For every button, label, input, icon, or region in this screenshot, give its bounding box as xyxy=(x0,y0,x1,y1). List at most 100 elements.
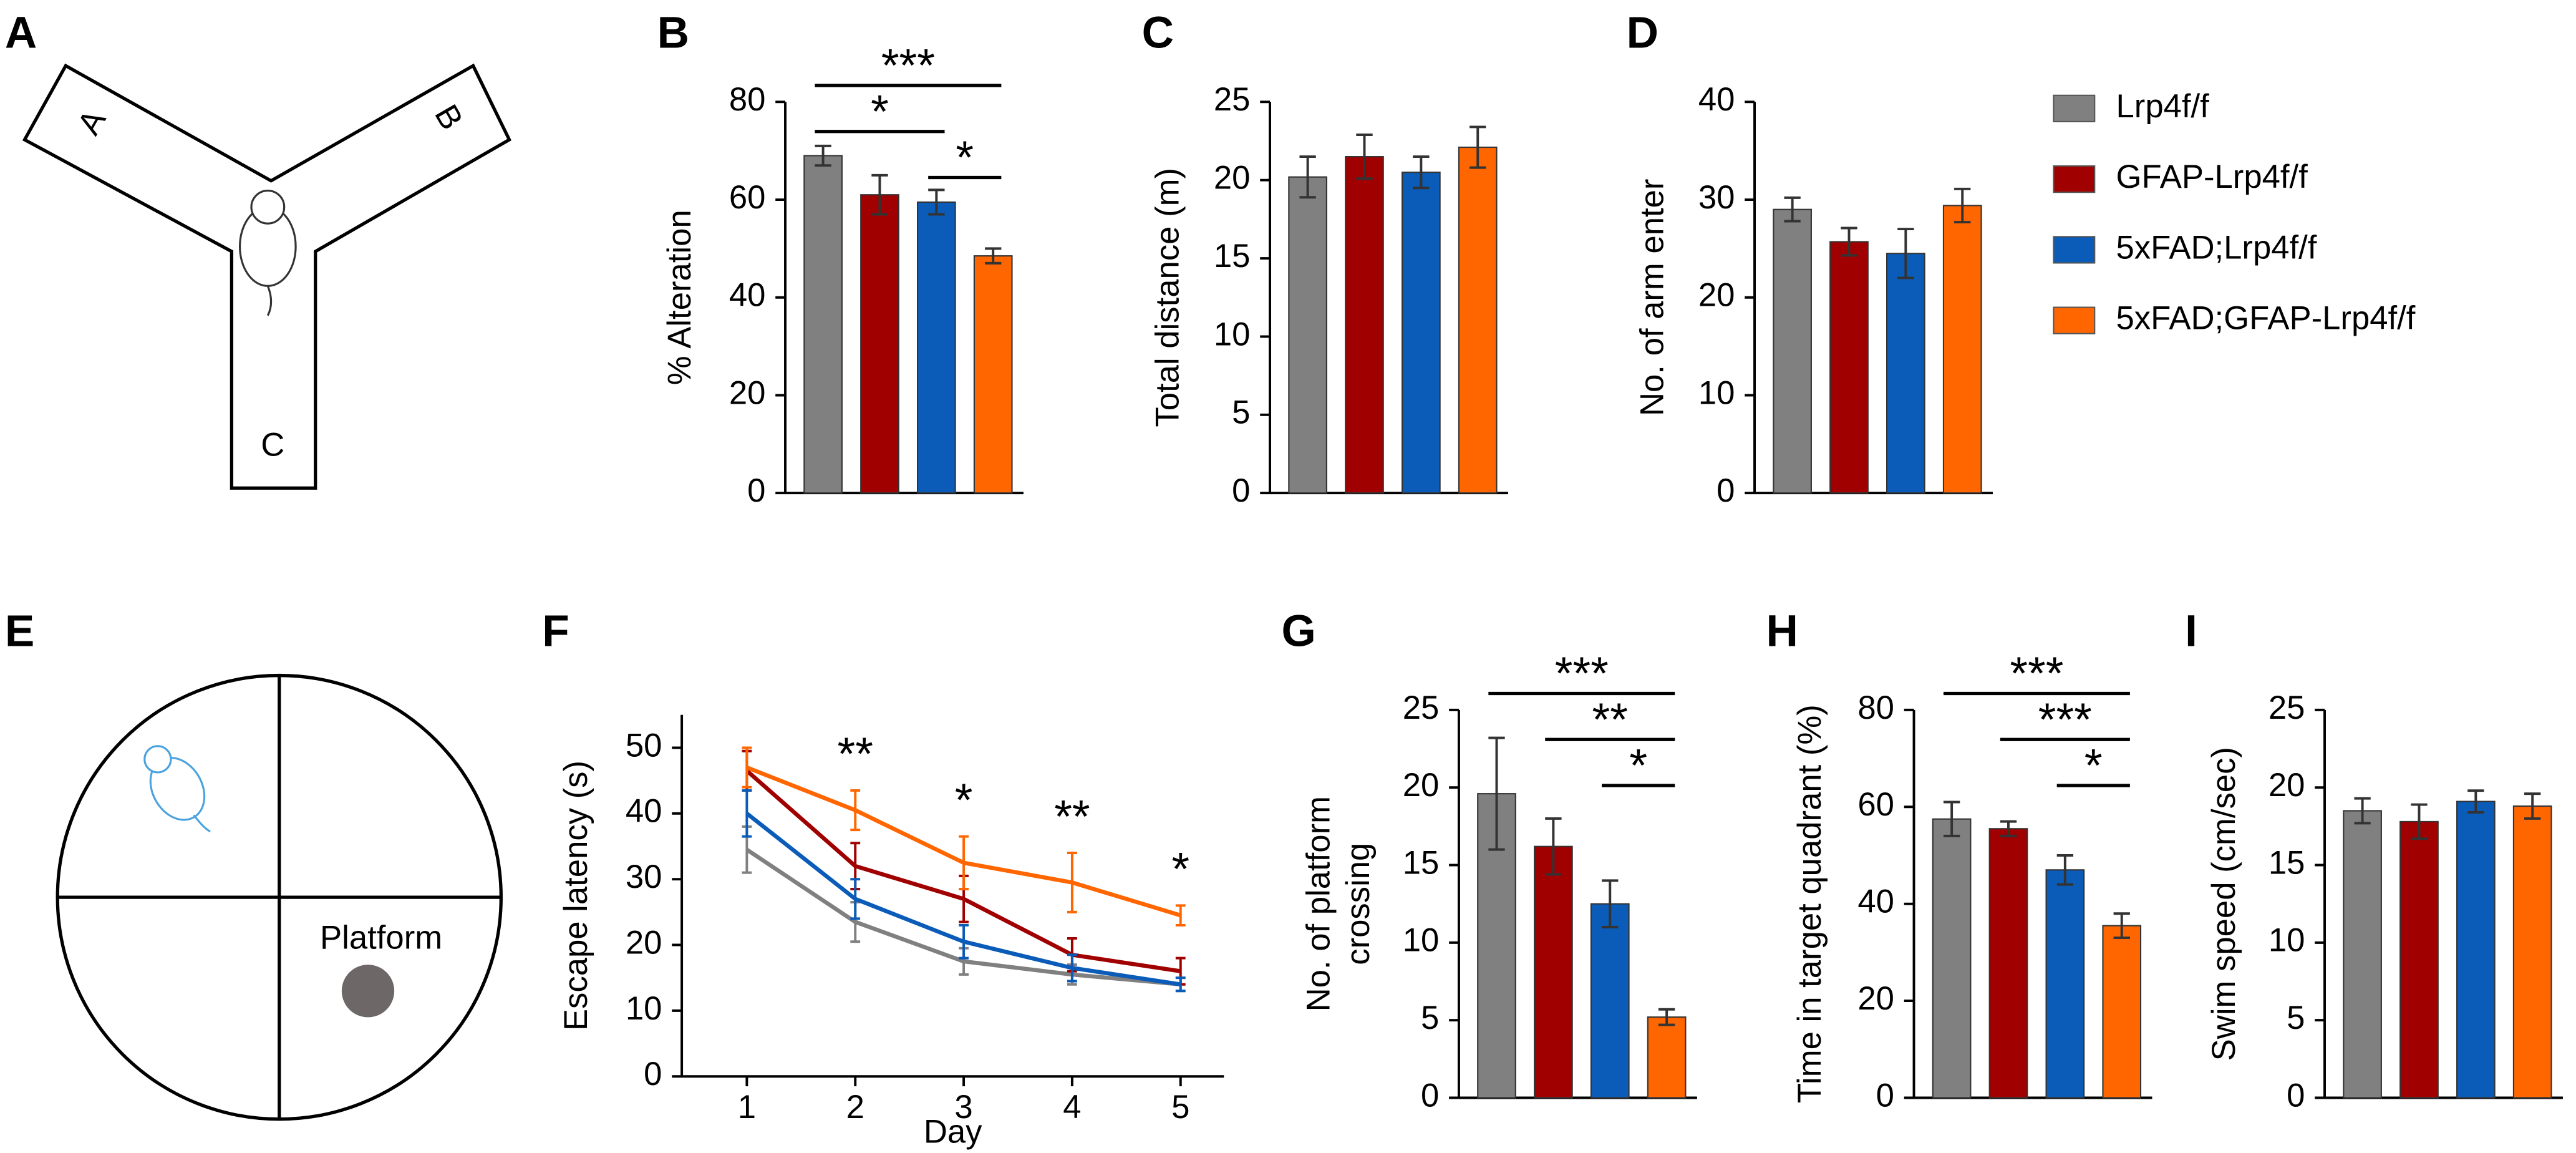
error-bar xyxy=(2524,792,2541,820)
bar xyxy=(2399,820,2439,1099)
y-tick-label: 10 xyxy=(1403,922,1440,959)
y-tick-label: 5 xyxy=(1421,1000,1439,1036)
y-tick-label: 5 xyxy=(2287,1000,2305,1036)
y-tick-label: 80 xyxy=(1857,689,1894,726)
bar xyxy=(1886,253,1925,494)
mouse-icon xyxy=(143,745,211,833)
y-maze xyxy=(22,63,511,490)
y-tick-label: 15 xyxy=(1214,238,1251,275)
y-axis-label: No. of platform xyxy=(1300,796,1337,1011)
error-bar xyxy=(1943,800,1960,837)
error-bar xyxy=(2113,912,2130,940)
y-tick-label: 15 xyxy=(2269,844,2305,881)
y-tick-label: 20 xyxy=(1698,277,1735,314)
y-tick-label: 0 xyxy=(644,1056,662,1092)
significance-label: * xyxy=(956,132,974,183)
y-tick-label: 20 xyxy=(1857,980,1894,1017)
bar xyxy=(2343,810,2382,1099)
error-bar xyxy=(1175,976,1186,993)
y-tick-label: 40 xyxy=(1857,883,1894,920)
panel-label: I xyxy=(2185,606,2197,656)
panel-label: E xyxy=(5,606,34,656)
y-axis-label: Escape latency (s) xyxy=(558,761,594,1031)
y-tick-label: 10 xyxy=(1214,316,1251,353)
y-tick-label: 30 xyxy=(1698,179,1735,216)
error-bar xyxy=(1356,134,1373,180)
y-tick-label: 40 xyxy=(1698,81,1735,118)
bar xyxy=(1647,1016,1687,1099)
error-bar xyxy=(1545,817,1562,876)
legend-swatch xyxy=(2053,236,2096,264)
line xyxy=(745,848,1181,987)
significance-label: * xyxy=(1171,843,1189,895)
panel-label: B xyxy=(657,9,689,58)
significance-label: ** xyxy=(838,728,873,780)
panel-label: G xyxy=(1281,606,1315,656)
significance-label: *** xyxy=(1555,648,1609,699)
bar xyxy=(916,201,956,494)
error-bar xyxy=(985,247,1002,265)
arm-label: C xyxy=(261,426,284,463)
legend-label: Lrp4f/f xyxy=(2116,88,2210,125)
x-tick-label: 3 xyxy=(954,1089,972,1126)
error-bar xyxy=(1488,736,1505,851)
significance-label: *** xyxy=(2010,648,2063,699)
significance-label: * xyxy=(871,85,889,137)
x-tick-label: 4 xyxy=(1063,1089,1081,1126)
line xyxy=(745,769,1181,973)
error-bar xyxy=(2411,803,2428,840)
bar xyxy=(2512,805,2552,1099)
significance-label: *** xyxy=(2038,693,2092,745)
bar xyxy=(1288,176,1327,494)
y-tick-label: 25 xyxy=(1403,689,1440,726)
error-bar xyxy=(928,188,945,216)
error-bar xyxy=(1658,1008,1675,1026)
y-tick-label: 30 xyxy=(626,859,662,895)
y-tick-label: 10 xyxy=(626,990,662,1027)
error-bar xyxy=(1954,187,1971,224)
y-tick-label: 40 xyxy=(729,277,766,314)
error-bar xyxy=(2467,789,2484,814)
legend-swatch xyxy=(2053,165,2096,193)
panel-label: H xyxy=(1766,606,1798,656)
y-tick-label: 15 xyxy=(1403,844,1440,881)
line xyxy=(746,765,1181,918)
error-bar xyxy=(1413,155,1430,190)
y-tick-label: 0 xyxy=(1421,1077,1439,1114)
y-tick-label: 60 xyxy=(729,179,766,216)
y-axis-label: % Alteration xyxy=(661,210,698,385)
legend-swatch xyxy=(2053,306,2096,334)
error-bar xyxy=(2056,854,2074,886)
y-tick-label: 25 xyxy=(1214,81,1251,118)
y-tick-label: 0 xyxy=(2287,1077,2305,1114)
bar xyxy=(1402,172,1441,494)
bar xyxy=(1932,818,1972,1099)
legend-swatch xyxy=(2053,94,2096,122)
x-tick-label: 5 xyxy=(1171,1089,1189,1126)
y-tick-label: 80 xyxy=(729,81,766,118)
error-bar xyxy=(1470,125,1486,169)
y-tick-label: 20 xyxy=(1403,767,1440,804)
y-tick-label: 0 xyxy=(1717,472,1735,509)
y-tick-label: 20 xyxy=(729,374,766,411)
error-bar xyxy=(1299,155,1316,199)
error-bar xyxy=(1175,904,1186,927)
legend-label: 5xFAD;GFAP-Lrp4f/f xyxy=(2116,300,2416,337)
bar xyxy=(1942,205,1982,494)
mouse-icon xyxy=(238,189,297,316)
significance-label: * xyxy=(955,774,973,825)
platform-label: Platform xyxy=(320,920,442,956)
panel-label: F xyxy=(542,606,569,656)
bar xyxy=(803,155,843,494)
y-tick-label: 40 xyxy=(626,793,662,830)
x-axis-label: Day xyxy=(924,1113,982,1150)
error-bar xyxy=(815,144,831,167)
y-tick-label: 20 xyxy=(626,924,662,961)
bar xyxy=(2456,800,2496,1099)
legend-label: 5xFAD;Lrp4f/f xyxy=(2116,229,2317,266)
y-tick-label: 20 xyxy=(1214,160,1251,197)
significance-label: * xyxy=(1629,739,1647,791)
error-bar xyxy=(2354,797,2371,825)
error-bar xyxy=(871,173,888,216)
